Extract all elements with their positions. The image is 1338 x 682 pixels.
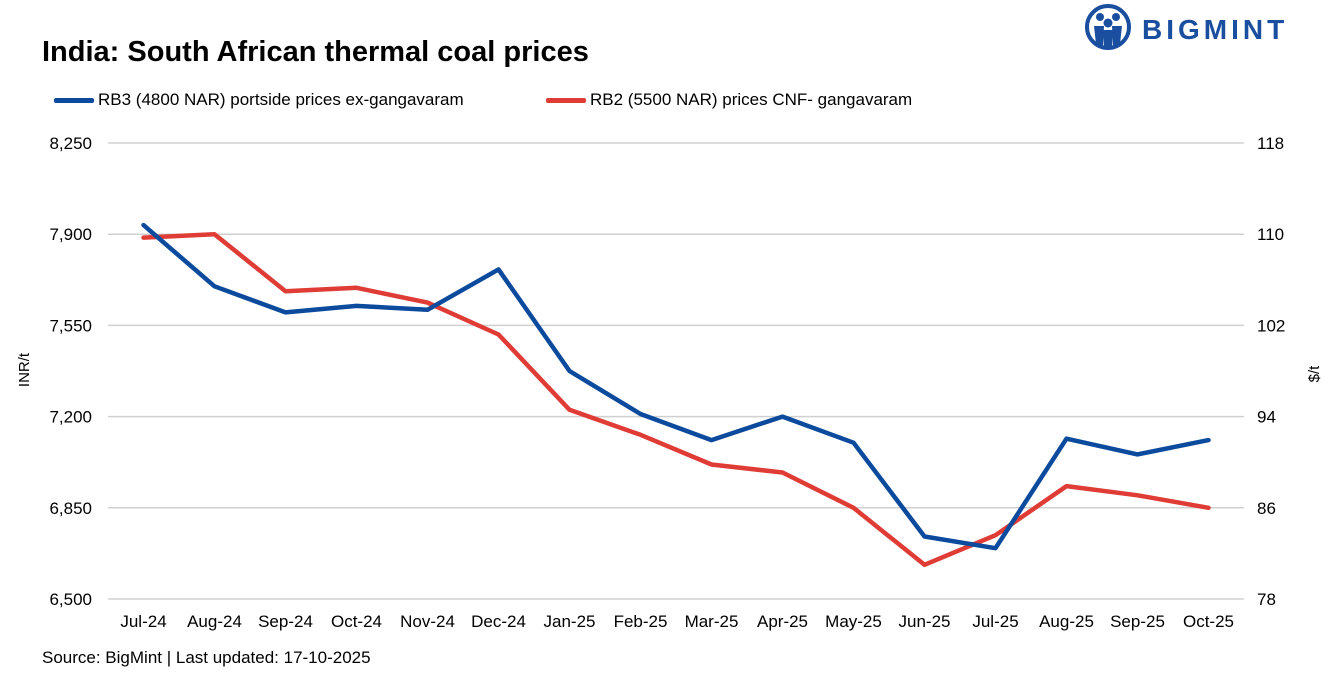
y-left-tick-label: 7,550 — [49, 316, 92, 335]
x-tick-label: Mar-25 — [685, 612, 739, 631]
y-left-tick-label: 8,250 — [49, 134, 92, 153]
legend-swatch-rb3 — [54, 97, 94, 103]
bigmint-logo: BIGMINT — [1084, 4, 1328, 50]
logo-figures-icon — [1085, 4, 1131, 50]
x-tick-label: Jan-25 — [544, 612, 596, 631]
y-left-tick-label: 7,200 — [49, 408, 92, 427]
legend-label-rb3: RB3 (4800 NAR) portside prices ex-gangav… — [98, 90, 464, 109]
x-tick-label: Feb-25 — [614, 612, 668, 631]
x-tick-label: Jul-24 — [120, 612, 166, 631]
x-tick-label: May-25 — [825, 612, 882, 631]
y-axis-right-title: $/t — [1306, 365, 1323, 383]
legend-item-rb2: RB2 (5500 NAR) prices CNF- gangavaram — [546, 90, 912, 110]
chart-title: India: South African thermal coal prices — [42, 36, 589, 68]
source-note: Source: BigMint | Last updated: 17-10-20… — [42, 648, 371, 667]
x-tick-label: Oct-24 — [331, 612, 382, 631]
y-right-tick-label: 86 — [1257, 499, 1276, 518]
y-axis-left-title: INR/t — [16, 352, 33, 387]
y-right-tick-label: 110 — [1257, 225, 1284, 244]
x-tick-label: Nov-24 — [400, 612, 455, 631]
y-left-tick-label: 7,900 — [49, 225, 92, 244]
y-right-tick-label: 78 — [1257, 590, 1276, 609]
y-right-tick-label: 118 — [1257, 134, 1284, 153]
x-tick-label: Apr-25 — [757, 612, 808, 631]
x-tick-label: Aug-24 — [187, 612, 242, 631]
series-line-rb3 — [141, 222, 1211, 551]
x-tick-label: Dec-24 — [471, 612, 526, 631]
x-tick-label: Sep-24 — [258, 612, 313, 631]
y-right-tick-label: 94 — [1257, 408, 1276, 427]
logo-wordmark: BIGMINT — [1142, 14, 1289, 45]
x-tick-label: Jun-25 — [899, 612, 951, 631]
y-right-tick-label: 102 — [1257, 316, 1285, 335]
legend-swatch-rb2 — [546, 97, 586, 103]
series-line-rb2 — [141, 231, 1211, 568]
y-left-tick-label: 6,850 — [49, 499, 92, 518]
legend-item-rb3: RB3 (4800 NAR) portside prices ex-gangav… — [54, 90, 464, 110]
x-tick-label: Oct-25 — [1183, 612, 1234, 631]
y-left-tick-label: 6,500 — [49, 590, 92, 609]
legend-label-rb2: RB2 (5500 NAR) prices CNF- gangavaram — [590, 90, 913, 109]
x-tick-label: Sep-25 — [1110, 612, 1165, 631]
x-tick-label: Jul-25 — [972, 612, 1018, 631]
x-tick-label: Aug-25 — [1039, 612, 1094, 631]
